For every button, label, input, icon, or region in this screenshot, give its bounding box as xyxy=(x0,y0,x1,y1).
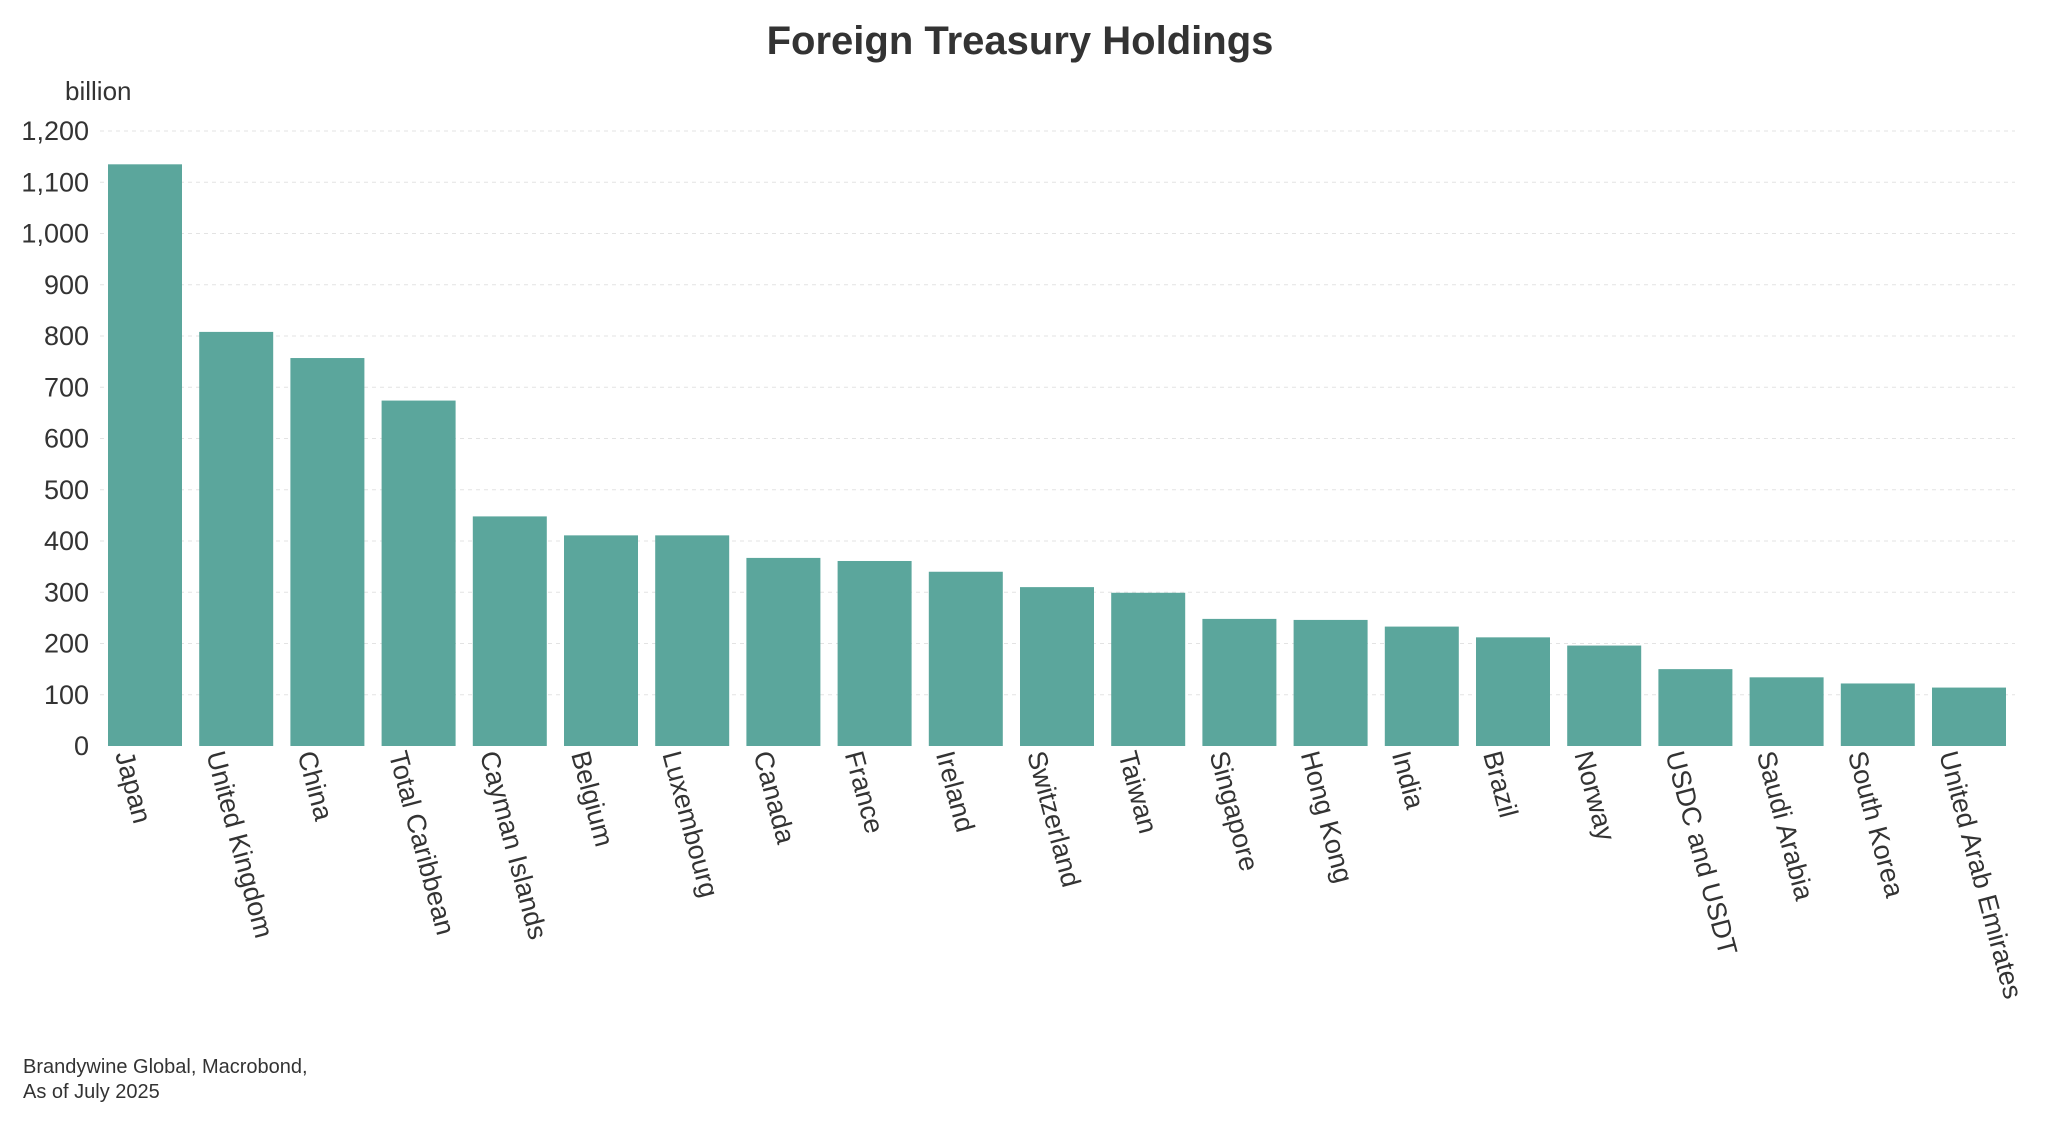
x-tick-label: South Korea xyxy=(1842,748,1910,902)
x-tick-label: Canada xyxy=(748,748,802,848)
x-tick-label: France xyxy=(839,748,890,837)
source-note: Brandywine Global, Macrobond, As of July… xyxy=(23,1055,308,1105)
y-tick-label: 700 xyxy=(44,372,89,402)
y-tick-label: 800 xyxy=(44,321,89,351)
bar-total-caribbean xyxy=(381,400,456,746)
y-tick-label: 1,000 xyxy=(21,219,89,249)
bar-singapore xyxy=(1202,618,1277,746)
bar-canada xyxy=(746,557,821,746)
bar-france xyxy=(837,560,912,746)
bar-belgium xyxy=(564,535,638,746)
x-tick-label: Switzerland xyxy=(1021,748,1086,891)
bar-cayman-islands xyxy=(472,516,547,746)
x-tick-label: India xyxy=(1386,748,1430,813)
bar-taiwan xyxy=(1111,592,1186,746)
x-tick-label: Brazil xyxy=(1477,748,1523,821)
y-tick-label: 200 xyxy=(44,629,89,659)
x-tick-label: Saudi Arabia xyxy=(1751,748,1820,905)
x-tick-label: USDC and USDT xyxy=(1660,748,1743,959)
chart-title: Foreign Treasury Holdings xyxy=(767,19,1274,63)
bar-united-arab-emirates xyxy=(1932,687,2006,746)
bar-south-korea xyxy=(1840,683,1915,746)
x-tick-label: Japan xyxy=(109,748,157,827)
bar-china xyxy=(290,358,365,746)
bar-brazil xyxy=(1476,637,1550,746)
y-tick-label: 300 xyxy=(44,577,89,607)
y-tick-label: 500 xyxy=(44,475,89,505)
source-line-2: As of July 2025 xyxy=(23,1081,160,1103)
bar-saudi-arabia xyxy=(1749,677,1824,746)
source-line-1: Brandywine Global, Macrobond, xyxy=(23,1056,308,1078)
bar-india xyxy=(1384,626,1459,746)
y-tick-label: 1,100 xyxy=(21,167,89,197)
bar-hong-kong xyxy=(1293,619,1368,746)
x-axis: Japan United Kingdom China Total Caribbean C… xyxy=(109,748,2028,1002)
y-tick-label: 100 xyxy=(44,680,89,710)
bar-usdc-and-usdt xyxy=(1658,669,1733,746)
y-tick-label: 900 xyxy=(44,270,89,300)
bars xyxy=(108,164,2006,746)
bar-luxembourg xyxy=(655,535,730,746)
y-tick-label: 600 xyxy=(44,424,89,454)
bar-ireland xyxy=(928,571,1003,746)
x-tick-label: Taiwan xyxy=(1112,748,1163,837)
x-tick-label: United Kingdom xyxy=(200,748,279,941)
y-tick-label: 400 xyxy=(44,526,89,556)
x-tick-label: Norway xyxy=(1568,748,1621,845)
x-tick-label: Belgium xyxy=(565,748,619,850)
y-tick-label: 1,200 xyxy=(21,116,89,146)
gridlines xyxy=(100,130,2015,696)
bar-united-kingdom xyxy=(199,331,274,746)
bar-japan xyxy=(108,164,182,746)
x-tick-label: Hong Kong xyxy=(1295,748,1359,886)
x-tick-label: China xyxy=(292,748,339,825)
x-tick-label: Total Caribbean xyxy=(383,748,461,938)
y-tick-label: 0 xyxy=(74,731,89,761)
x-tick-label: Cayman Islands xyxy=(474,748,553,943)
y-axis: 0 100 200 300 400 500 600 700 800 900 1,000 1,100 1,… xyxy=(21,116,89,761)
bar-norway xyxy=(1567,645,1642,746)
x-tick-label: Singapore xyxy=(1204,748,1265,875)
bar-switzerland xyxy=(1020,587,1094,746)
y-axis-unit-label: billion xyxy=(65,76,132,106)
x-tick-label: Ireland xyxy=(930,748,980,836)
x-tick-label: United Arab Emirates xyxy=(1933,748,2028,1002)
x-tick-label: Luxembourg xyxy=(656,748,724,901)
